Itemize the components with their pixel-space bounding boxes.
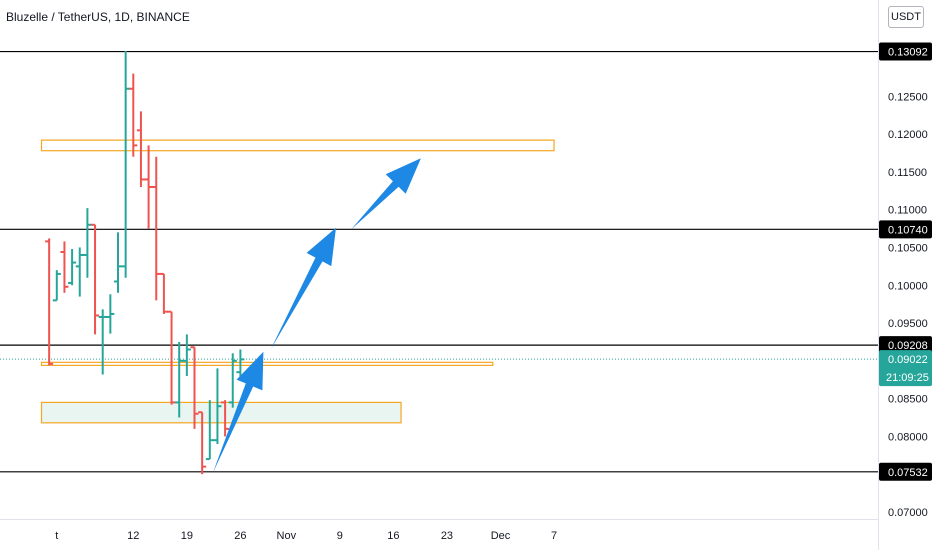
current-price-badge: 0.09022 bbox=[888, 354, 928, 366]
ohlc-bar[interactable] bbox=[98, 309, 107, 375]
ohlc-bar[interactable] bbox=[228, 353, 237, 408]
y-tick-label: 0.10000 bbox=[888, 280, 928, 292]
ohlc-bar[interactable] bbox=[121, 50, 130, 278]
price-badge-level-3-bg bbox=[879, 336, 932, 355]
ohlc-bar[interactable] bbox=[129, 73, 138, 157]
ohlc-bar[interactable] bbox=[159, 272, 168, 314]
x-tick-label: 9 bbox=[337, 530, 343, 542]
current-price-badge-bg bbox=[879, 350, 932, 387]
symbol-title: Bluzelle / TetherUS, 1D, BINANCE bbox=[6, 10, 190, 24]
ohlc-bar[interactable] bbox=[60, 241, 69, 293]
x-tick-label: 12 bbox=[127, 530, 139, 542]
y-tick-label: 0.08500 bbox=[888, 394, 928, 406]
y-tick-label: 0.11500 bbox=[888, 167, 927, 179]
ohlc-bar[interactable] bbox=[213, 368, 222, 444]
zone-rect-2[interactable] bbox=[40, 361, 494, 366]
y-tick-label: 0.10500 bbox=[888, 242, 928, 254]
ohlc-bar[interactable] bbox=[198, 411, 207, 475]
ohlc-bar[interactable] bbox=[175, 341, 184, 418]
trend-arrow-3[interactable] bbox=[351, 158, 421, 230]
ohlc-bar[interactable] bbox=[236, 349, 245, 380]
ohlc-bar[interactable] bbox=[152, 156, 161, 301]
ohlc-bar[interactable] bbox=[68, 248, 77, 286]
ohlc-bar[interactable] bbox=[221, 400, 230, 437]
zone-rect-1[interactable] bbox=[40, 139, 555, 152]
trend-arrow-1[interactable] bbox=[212, 351, 264, 473]
y-tick-label: 0.12500 bbox=[888, 91, 928, 103]
x-tick-label: 19 bbox=[181, 530, 193, 542]
ohlc-bar[interactable] bbox=[167, 310, 176, 405]
ohlc-bar[interactable] bbox=[91, 223, 100, 335]
x-tick-label: t bbox=[55, 530, 58, 542]
ohlc-bar[interactable] bbox=[190, 346, 199, 429]
currency-selector[interactable]: USDT bbox=[888, 6, 924, 28]
y-tick-label: 0.08000 bbox=[888, 431, 928, 443]
ohlc-bar[interactable] bbox=[45, 238, 54, 366]
x-tick-label: 7 bbox=[551, 530, 557, 542]
y-tick-label: 0.12000 bbox=[888, 129, 928, 141]
price-badge-level-2: 0.10740 bbox=[888, 224, 928, 236]
ohlc-bar[interactable] bbox=[52, 270, 61, 302]
price-badge-level-4: 0.07532 bbox=[888, 467, 928, 479]
x-tick-label: Nov bbox=[277, 530, 297, 542]
y-tick-label: 0.11000 bbox=[888, 205, 927, 217]
price-badge-level-1-bg bbox=[879, 42, 932, 61]
ohlc-bar[interactable] bbox=[106, 294, 115, 334]
price-badge-level-1: 0.13092 bbox=[888, 47, 928, 59]
x-tick-label: Dec bbox=[491, 530, 511, 542]
ohlc-bar[interactable] bbox=[205, 400, 214, 461]
ohlc-bar[interactable] bbox=[75, 247, 84, 297]
ohlc-bar[interactable] bbox=[114, 232, 122, 293]
price-badge-level-2-bg bbox=[879, 220, 932, 239]
ohlc-bar[interactable] bbox=[83, 208, 92, 278]
y-tick-label: 0.09500 bbox=[888, 318, 928, 330]
price-badge-level-3: 0.09208 bbox=[888, 340, 928, 352]
x-tick-label: 23 bbox=[441, 530, 453, 542]
x-tick-label: 26 bbox=[234, 530, 246, 542]
trend-arrow-2[interactable] bbox=[271, 227, 336, 349]
ohlc-bar[interactable] bbox=[136, 111, 145, 187]
y-tick-label: 0.07000 bbox=[888, 507, 928, 519]
x-tick-label: 16 bbox=[387, 530, 399, 542]
ohlc-bar[interactable] bbox=[144, 145, 153, 229]
price-badge-level-4-bg bbox=[879, 462, 932, 481]
countdown-badge: 21:09:25 bbox=[886, 372, 929, 384]
ohlc-bar[interactable] bbox=[182, 334, 191, 376]
